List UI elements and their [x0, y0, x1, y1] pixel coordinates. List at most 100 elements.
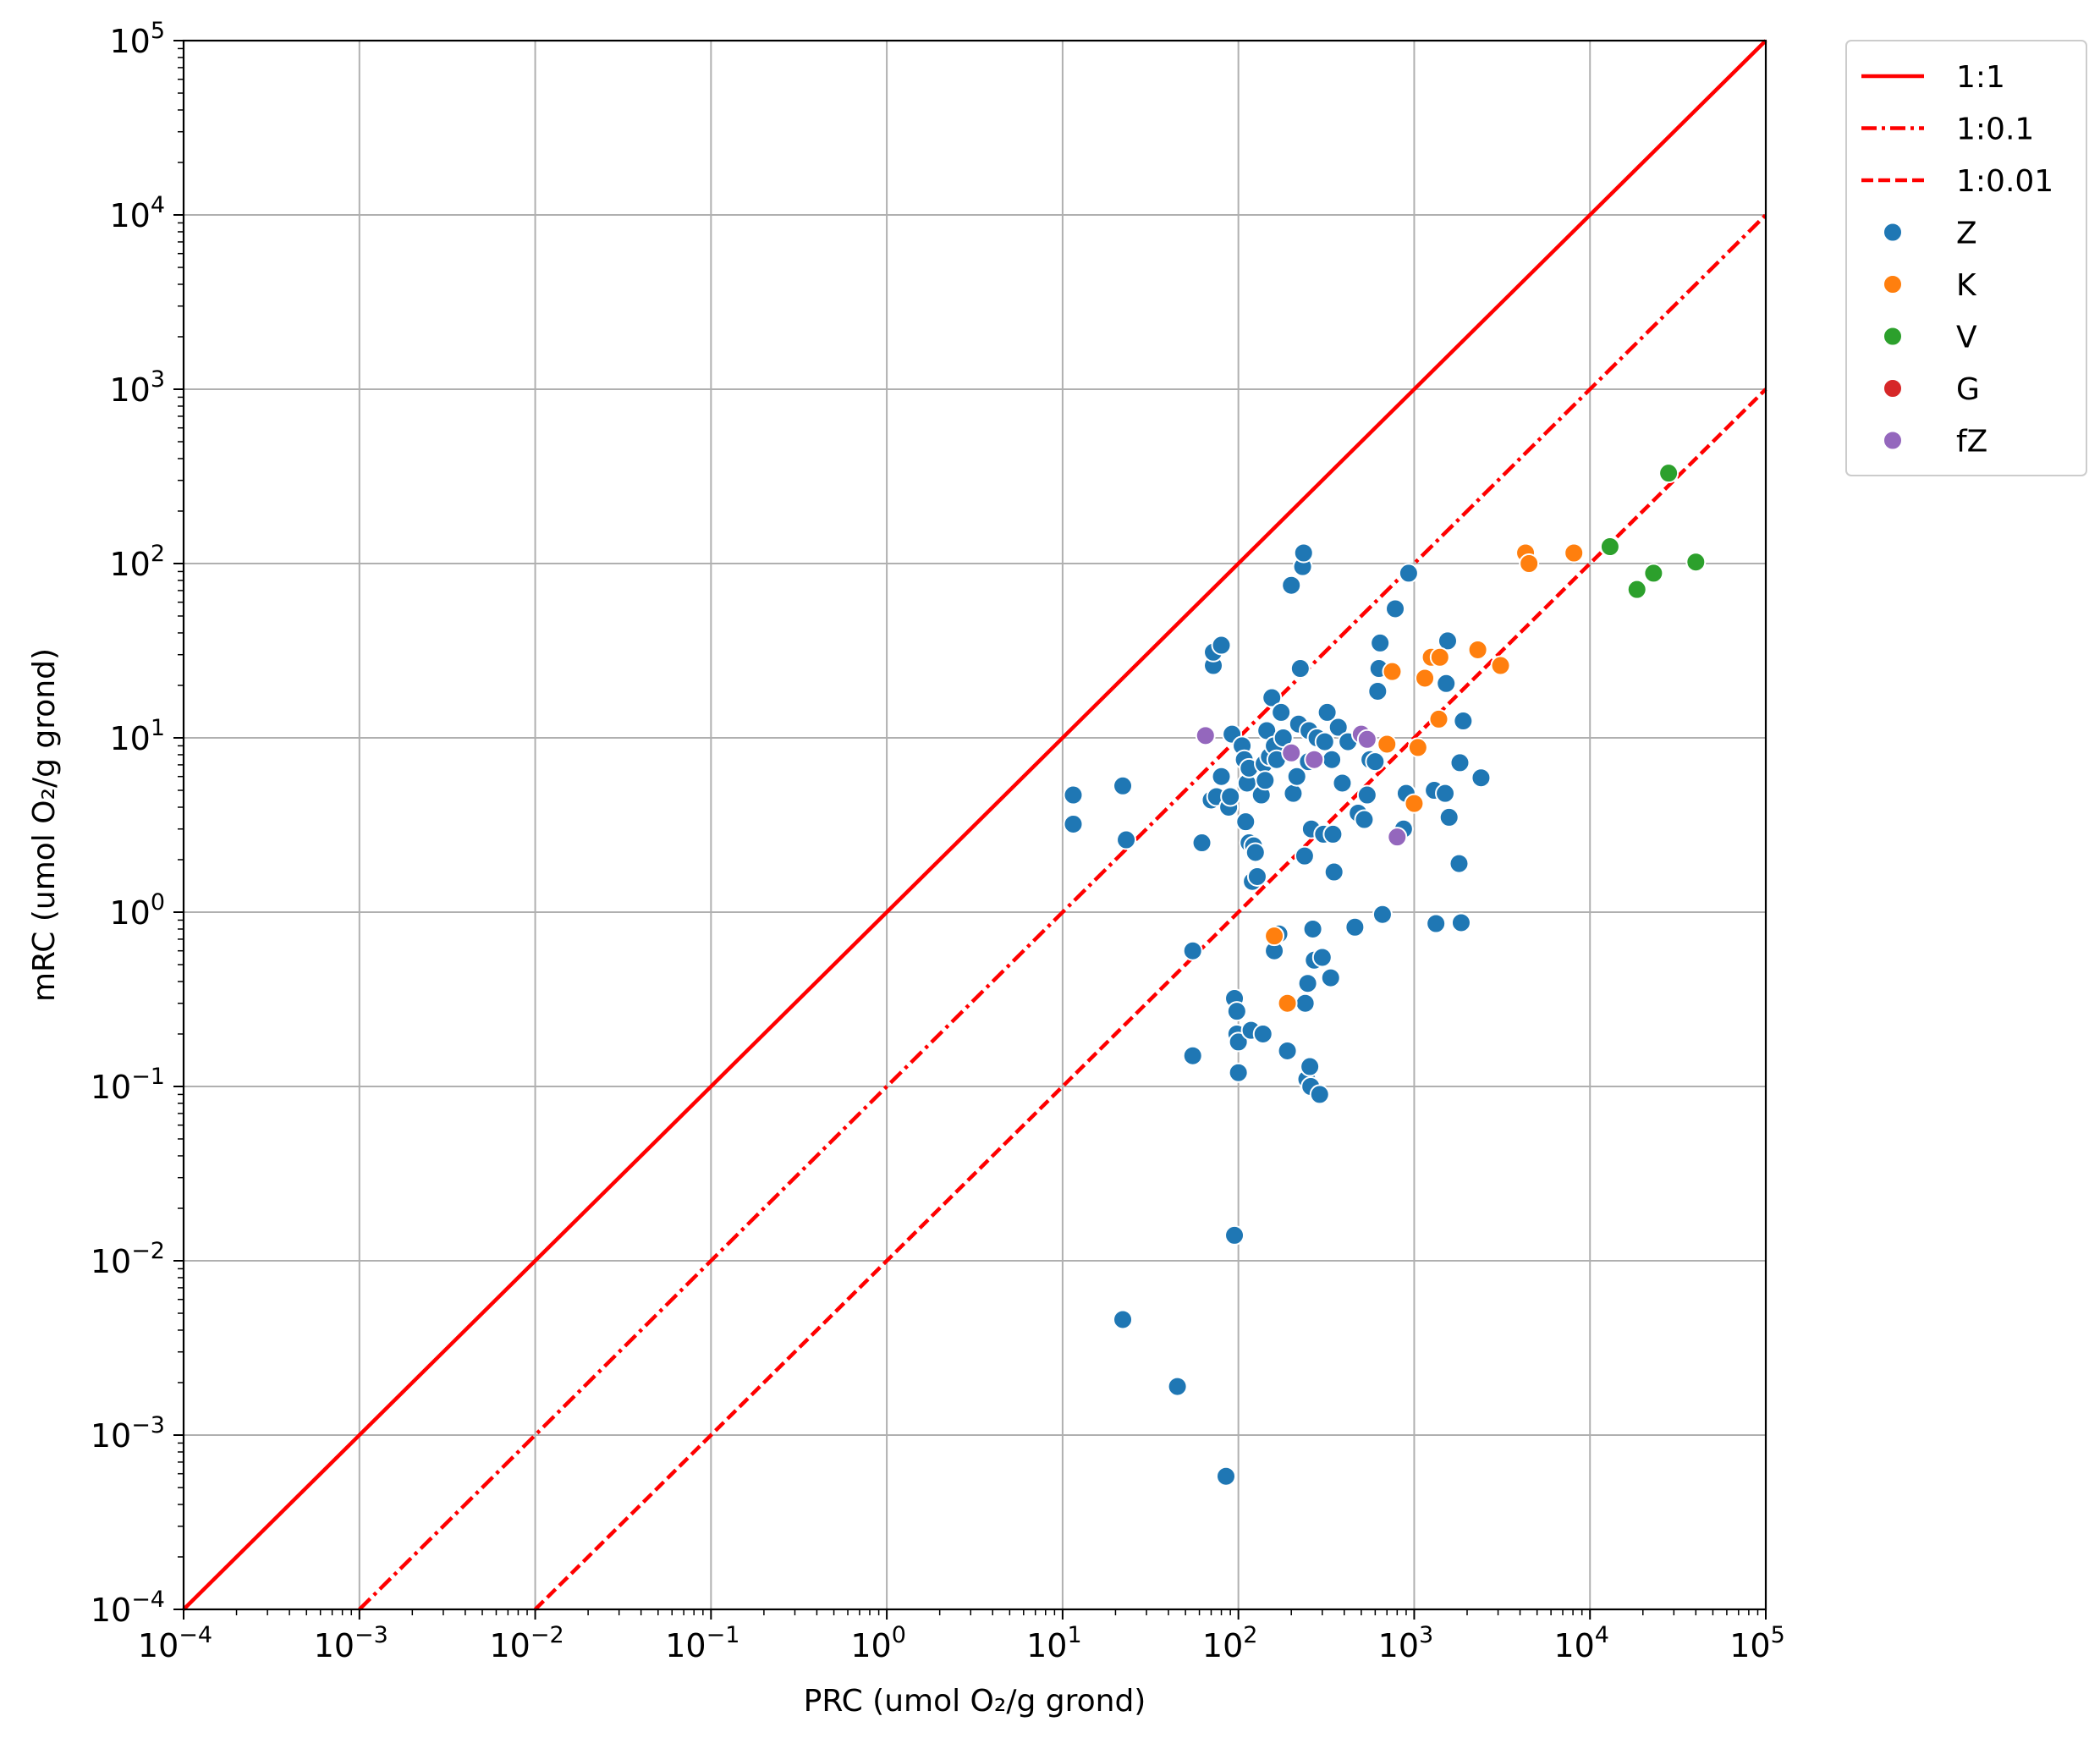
- point-K: [1264, 926, 1285, 947]
- point-Z: [1167, 1376, 1188, 1397]
- y-tick-label: 103: [109, 366, 165, 409]
- point-Z: [1320, 967, 1341, 988]
- x-tick-labels: 10−4 10−3 10−2 10−1 100 101 102 103 104 105: [138, 1622, 1785, 1664]
- point-Z: [1294, 845, 1315, 866]
- point-Z: [1182, 1045, 1203, 1066]
- point-Z: [1436, 673, 1457, 694]
- point-Z: [1224, 1224, 1245, 1246]
- reference-lines: [182, 39, 1767, 1611]
- point-V: [1658, 463, 1679, 484]
- x-axis-label: PRC (umol O₂/g grond): [804, 1684, 1146, 1719]
- legend-label: 1:0.1: [1956, 113, 2034, 147]
- point-Z: [1356, 784, 1377, 806]
- point-K: [1404, 793, 1425, 814]
- point-Z: [1317, 701, 1338, 723]
- point-Z: [1354, 809, 1375, 830]
- point-Z: [1281, 575, 1302, 596]
- reference-line-1-1: [182, 39, 1767, 1611]
- point-Z: [1328, 717, 1349, 738]
- y-tick-label: 10−4: [91, 1587, 165, 1629]
- point-Z: [1228, 1062, 1249, 1083]
- point-V: [1599, 536, 1620, 558]
- point-Z: [1322, 749, 1343, 770]
- y-tick-label: 101: [109, 715, 165, 757]
- point-Z: [1286, 766, 1307, 787]
- point-K: [1429, 646, 1450, 668]
- point-Z: [1289, 658, 1311, 679]
- point-Z: [1372, 904, 1393, 925]
- point-V: [1626, 579, 1647, 600]
- major-ticks: [173, 40, 1767, 1620]
- point-Z: [1437, 630, 1458, 652]
- point-K: [1490, 655, 1511, 676]
- point-Z: [1471, 767, 1492, 789]
- point-K: [1428, 708, 1449, 729]
- legend-label: fZ: [1956, 425, 1987, 459]
- point-K: [1519, 553, 1540, 574]
- point-Z: [1314, 731, 1335, 752]
- point-K: [1415, 668, 1436, 689]
- point-Z: [1297, 973, 1318, 994]
- point-Z: [1370, 632, 1391, 653]
- point-Z: [1113, 775, 1134, 796]
- legend-marker-swatch: [1883, 326, 1903, 347]
- point-Z: [1300, 1056, 1321, 1077]
- point-Z: [1252, 1023, 1273, 1044]
- reference-line-1-0-1: [358, 213, 1767, 1611]
- point-fZ: [1304, 749, 1325, 770]
- point-Z: [1216, 1466, 1237, 1487]
- y-tick-labels: 10−4 10−3 10−2 10−1 100 101 102 103 104 105: [91, 18, 165, 1629]
- point-Z: [1449, 752, 1471, 773]
- legend-marker-swatch: [1883, 378, 1903, 399]
- y-axis-label: mRC (umol O₂/g grond): [27, 648, 62, 1002]
- point-fZ: [1195, 725, 1216, 746]
- point-Z: [1182, 940, 1203, 961]
- point-Z: [1311, 947, 1333, 968]
- y-tick-label: 100: [109, 889, 165, 932]
- point-Z: [1293, 542, 1314, 564]
- point-V: [1643, 563, 1664, 584]
- point-Z: [1367, 680, 1388, 701]
- legend-label: V: [1956, 321, 1977, 355]
- point-Z: [1426, 913, 1447, 934]
- point-Z: [1344, 916, 1366, 938]
- legend-label: Z: [1956, 217, 1977, 251]
- point-fZ: [1281, 742, 1302, 763]
- point-fZ: [1387, 827, 1408, 848]
- point-Z: [1322, 823, 1344, 844]
- point-K: [1467, 639, 1488, 660]
- legend-box: [1845, 40, 2087, 476]
- point-Z: [1271, 701, 1292, 723]
- point-Z: [1438, 806, 1460, 828]
- legend-marker-swatch: [1883, 430, 1903, 451]
- point-Z: [1277, 1040, 1298, 1061]
- y-tick-label: 10−1: [91, 1064, 165, 1106]
- point-fZ: [1356, 729, 1377, 750]
- point-Z: [1449, 853, 1470, 874]
- x-tick-label: 101: [1026, 1622, 1082, 1664]
- y-tick-label: 102: [109, 541, 165, 583]
- legend-marker-swatch: [1883, 222, 1903, 243]
- minor-ticks: [178, 47, 1759, 1615]
- point-Z: [1255, 770, 1276, 791]
- point-Z: [1385, 598, 1406, 619]
- point-K: [1564, 542, 1585, 564]
- point-K: [1382, 661, 1403, 682]
- point-Z: [1365, 751, 1386, 773]
- point-Z: [1226, 1001, 1247, 1022]
- point-Z: [1245, 842, 1266, 863]
- point-Z: [1116, 829, 1137, 850]
- point-Z: [1309, 1084, 1330, 1105]
- point-Z: [1211, 766, 1232, 787]
- point-Z: [1063, 784, 1084, 806]
- legend-marker-swatch: [1883, 274, 1903, 294]
- point-K: [1277, 993, 1298, 1014]
- point-Z: [1435, 783, 1456, 804]
- data-points: [1063, 463, 1707, 1487]
- point-Z: [1283, 783, 1304, 804]
- point-Z: [1302, 918, 1323, 939]
- legend-label: G: [1956, 372, 1980, 407]
- point-Z: [1295, 993, 1316, 1014]
